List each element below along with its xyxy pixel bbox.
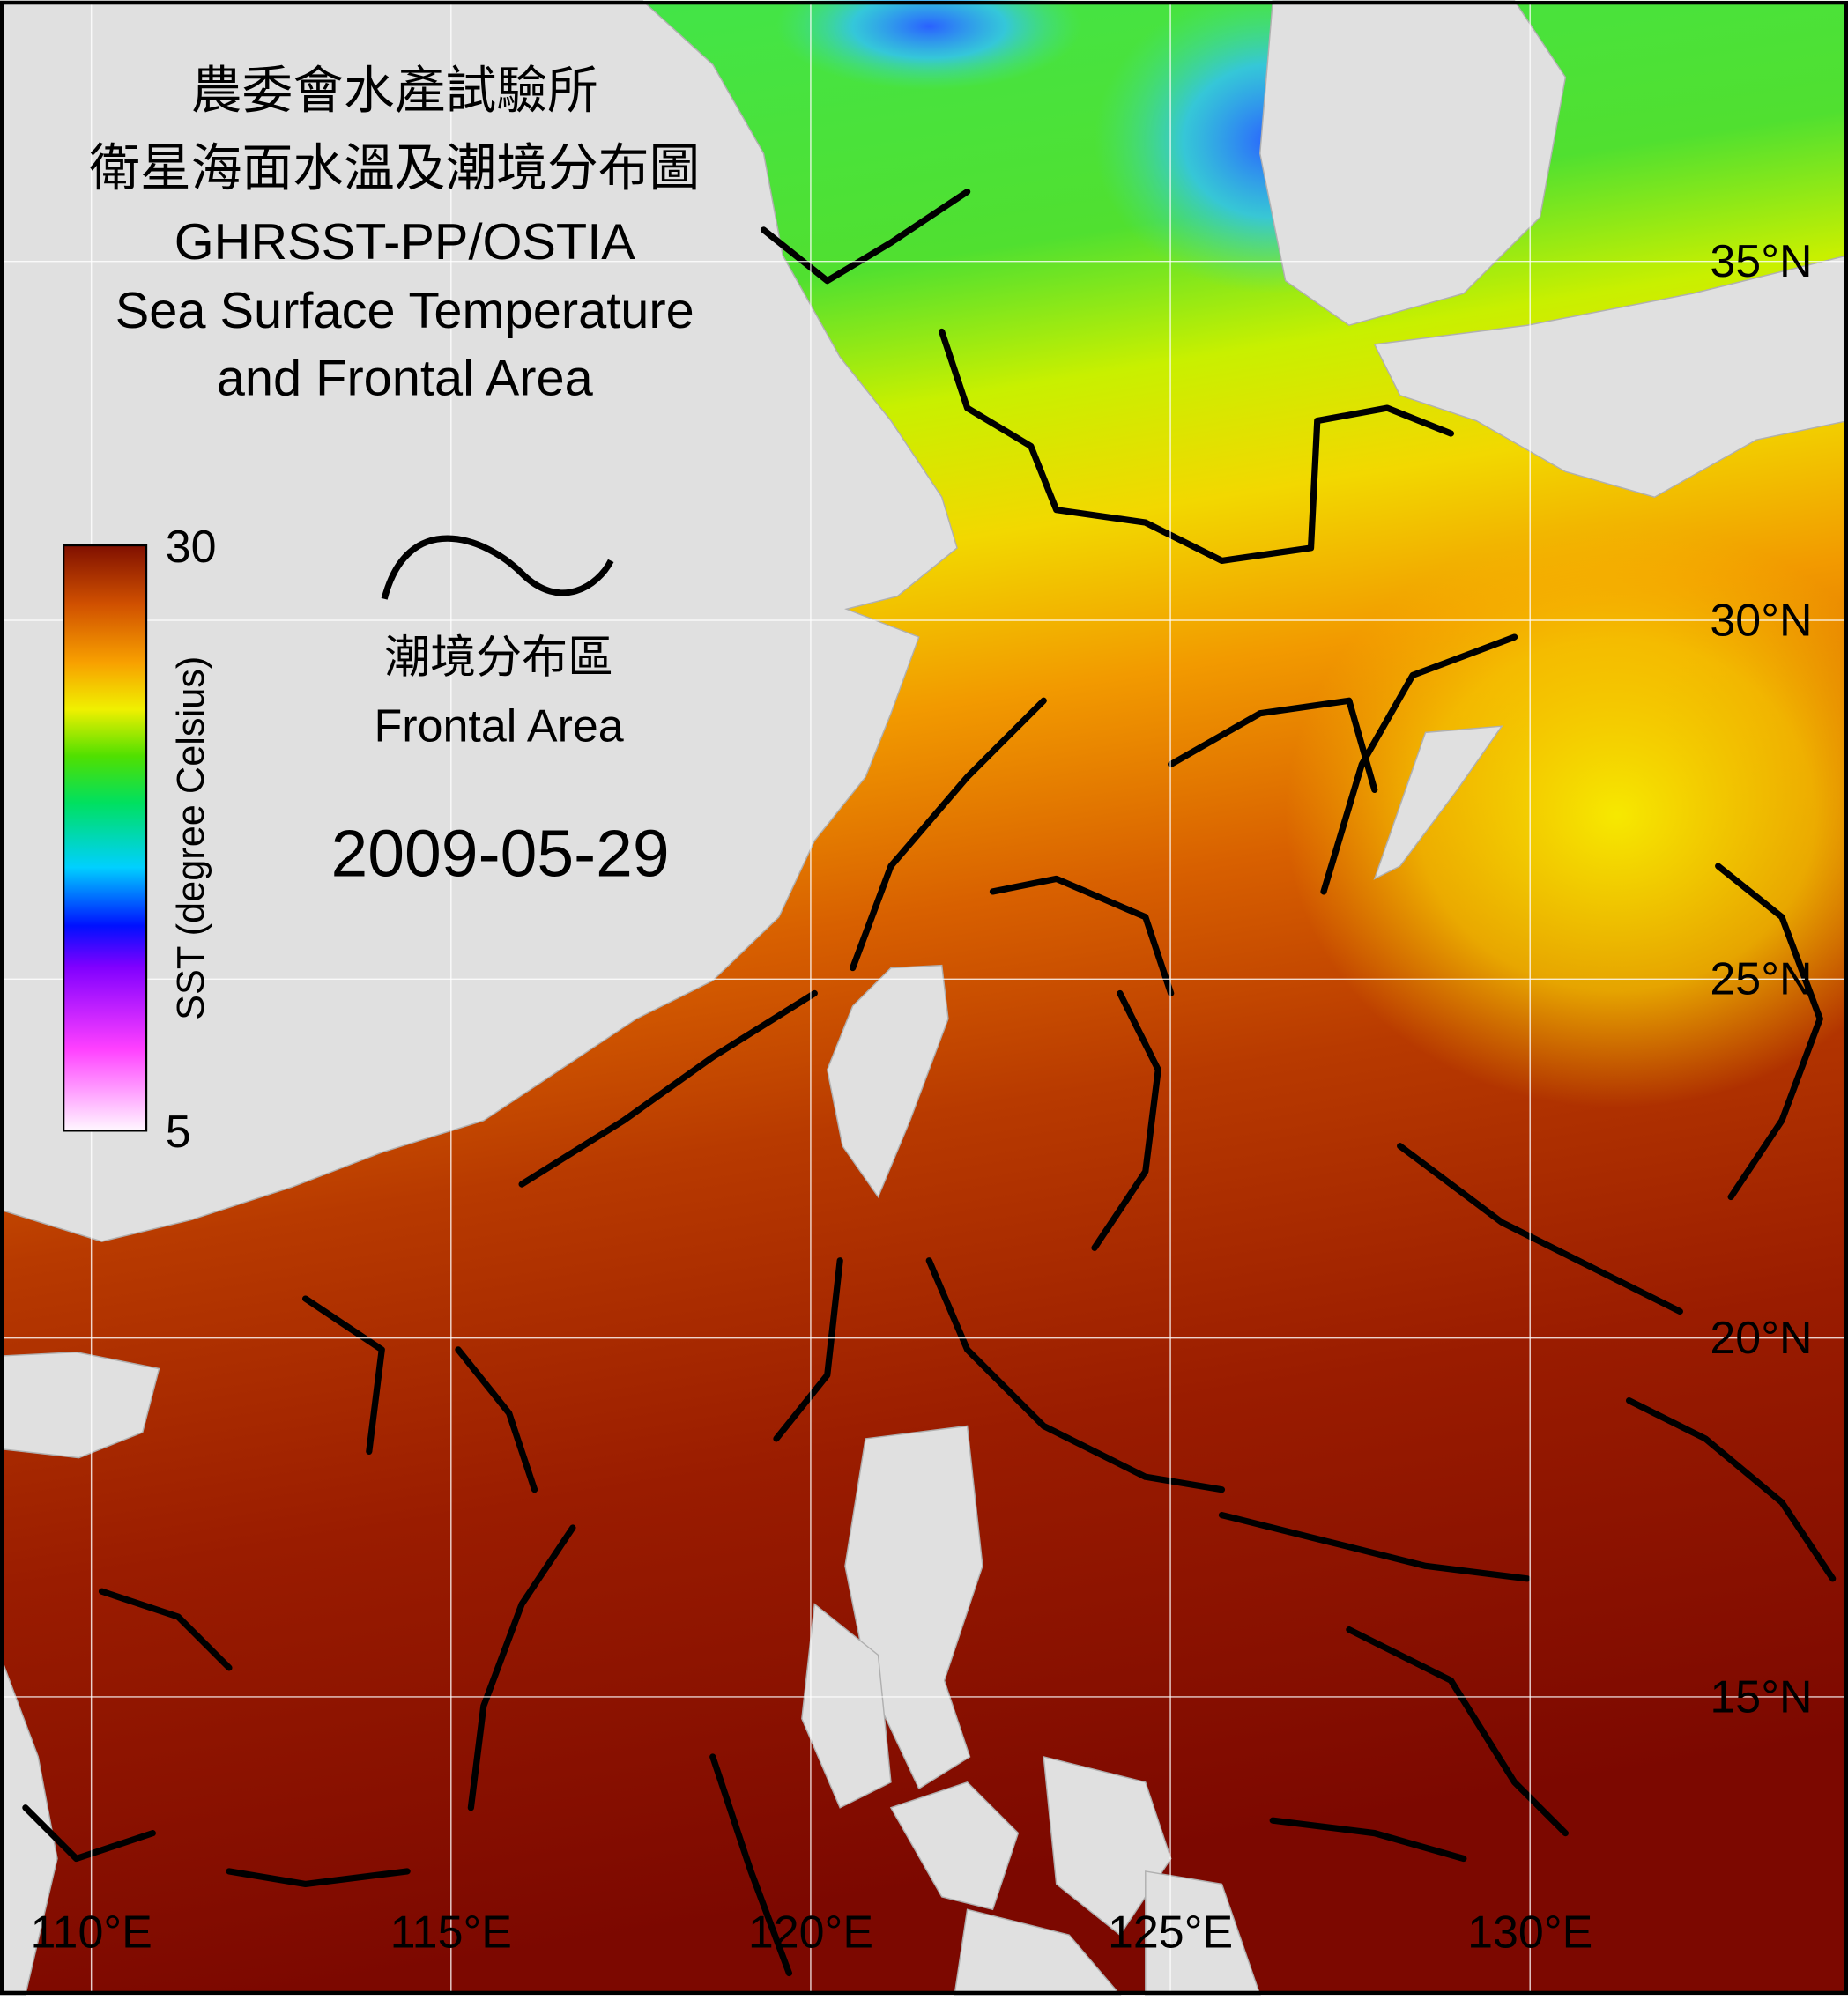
date: 2009-05-29 (331, 817, 670, 891)
y-tick-label: 15°N (1710, 1671, 1812, 1722)
title-line: 農委會水產試驗所 (191, 63, 598, 119)
legend-front-symbol (381, 535, 614, 600)
coordinate-labels: 110°E 115°E 120°E 125°E 130°E 35°N 30°N 25°N 20°… (30, 236, 1812, 1959)
title-line: Sea Surface Temperature (115, 283, 694, 339)
cold-area (776, 0, 1082, 91)
y-tick-label: 35°N (1710, 236, 1812, 287)
x-tick-label: 120°E (748, 1907, 873, 1959)
x-tick-label: 125°E (1108, 1907, 1233, 1959)
colorbar-ticks: 5 30 (166, 522, 217, 1158)
y-tick-label: 25°N (1710, 954, 1812, 1005)
title-line: 衛星海面水溫及潮境分布圖 (89, 140, 700, 196)
y-tick-label: 30°N (1710, 595, 1812, 646)
colorbar (63, 544, 148, 1132)
colorbar-label: SST (degree Celsius) (170, 656, 212, 1020)
title-line: and Frontal Area (217, 351, 594, 407)
title-line: GHRSST-PP/OSTIA (174, 214, 636, 270)
fronts (22, 188, 1837, 1977)
colorbar-tick-label: 30 (166, 522, 217, 573)
legend-label: 潮境分布區 (384, 633, 613, 684)
y-tick-label: 20°N (1710, 1313, 1812, 1364)
x-tick-label: 115°E (390, 1907, 512, 1959)
x-tick-label: 130°E (1467, 1907, 1592, 1959)
x-tick-label: 110°E (30, 1907, 152, 1959)
legend-label: Frontal Area (375, 700, 624, 752)
colorbar-tick-label: 5 (166, 1107, 191, 1158)
